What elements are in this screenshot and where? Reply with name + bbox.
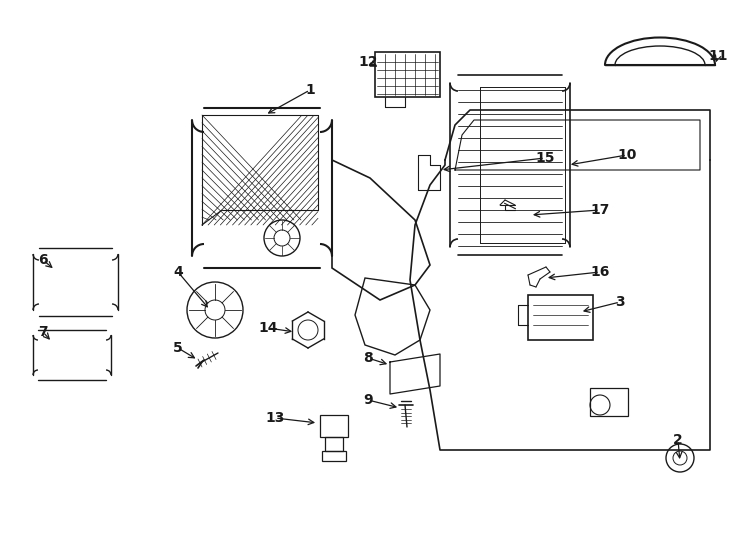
Text: 2: 2 bbox=[673, 433, 683, 447]
Text: 6: 6 bbox=[38, 253, 48, 267]
Text: 7: 7 bbox=[38, 325, 48, 339]
Bar bbox=[375, 52, 440, 97]
Text: 3: 3 bbox=[615, 295, 625, 309]
Text: 12: 12 bbox=[358, 55, 378, 69]
Text: 10: 10 bbox=[617, 148, 636, 162]
Text: 1: 1 bbox=[305, 83, 315, 97]
Text: 9: 9 bbox=[363, 393, 373, 407]
Text: 5: 5 bbox=[173, 341, 183, 355]
Bar bbox=[590, 388, 628, 416]
Bar bbox=[320, 415, 348, 437]
Text: 15: 15 bbox=[535, 151, 555, 165]
Bar bbox=[322, 451, 346, 461]
Bar bbox=[528, 295, 593, 340]
Bar bbox=[325, 437, 343, 451]
Text: 14: 14 bbox=[258, 321, 277, 335]
Text: 17: 17 bbox=[590, 203, 610, 217]
Text: 16: 16 bbox=[590, 265, 610, 279]
Text: 11: 11 bbox=[708, 49, 727, 63]
Text: 8: 8 bbox=[363, 351, 373, 365]
Text: 13: 13 bbox=[265, 411, 285, 425]
Text: 4: 4 bbox=[173, 265, 183, 279]
